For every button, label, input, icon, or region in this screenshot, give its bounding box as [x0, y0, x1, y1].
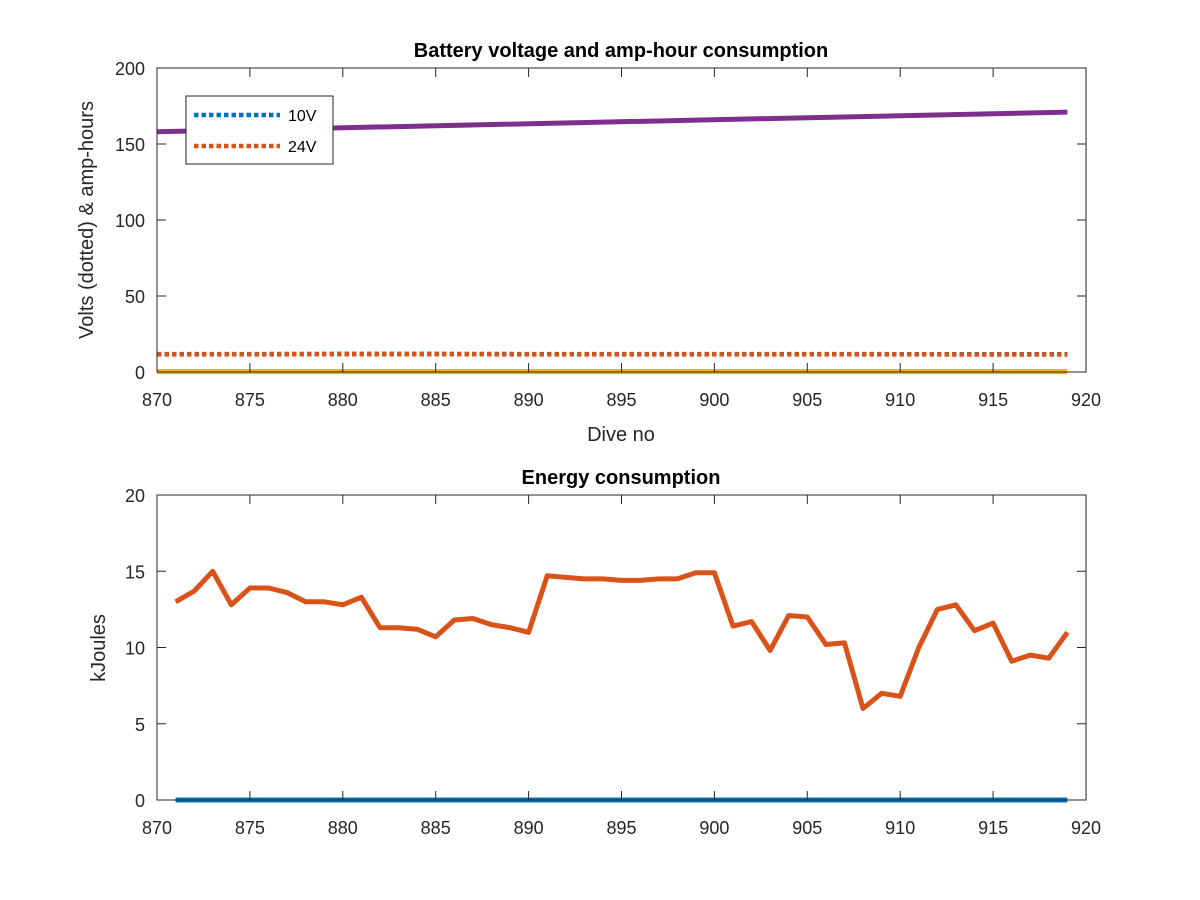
x-tick-label-top: 875: [235, 390, 265, 410]
x-tick-label-top: 870: [142, 390, 172, 410]
x-tick-label-top: 885: [421, 390, 451, 410]
y-tick-label-top: 100: [115, 211, 145, 231]
x-tick-label-bottom: 870: [142, 818, 172, 838]
y-tick-label-top: 200: [115, 59, 145, 79]
y-tick-label-bottom: 15: [125, 562, 145, 582]
y-tick-label-bottom: 0: [135, 791, 145, 811]
x-tick-label-bottom: 880: [328, 818, 358, 838]
x-tick-label-bottom: 900: [699, 818, 729, 838]
ticks-top: 870 875 880 885 890 895 900 905 910 915 920 0 50 100 1…: [115, 59, 1101, 410]
x-tick-label-bottom: 895: [606, 818, 636, 838]
axes-energy: 870 875 880 885 890 895 900 905 910 915 920 0 5 10 15 2…: [88, 467, 1101, 838]
axes-voltage-amp-hours: 870 875 880 885 890 895 900 905 910 915 920 0 50 100 1…: [76, 40, 1101, 446]
x-axis-label-top: Dive no: [587, 424, 655, 446]
x-tick-label-top: 895: [606, 390, 636, 410]
y-tick-label-top: 150: [115, 135, 145, 155]
legend-label-24v: 24V: [288, 139, 317, 156]
axes-box-bottom: [156, 494, 1087, 801]
legend-box: [185, 95, 334, 165]
ticks-bottom: 870 875 880 885 890 895 900 905 910 915 920 0 5 10 15 2…: [125, 486, 1101, 838]
x-tick-label-bottom: 885: [421, 818, 451, 838]
x-tick-label-bottom: 920: [1071, 818, 1101, 838]
series-line-1-bottom: [174, 568, 1070, 711]
legend-label-10v: 10V: [288, 108, 317, 125]
x-tick-label-top: 915: [978, 390, 1008, 410]
x-tick-label-bottom: 905: [792, 818, 822, 838]
x-tick-label-top: 920: [1071, 390, 1101, 410]
x-tick-label-bottom: 890: [514, 818, 544, 838]
y-tick-label-bottom: 10: [125, 639, 145, 659]
y-tick-label-bottom: 5: [135, 715, 145, 735]
x-tick-label-bottom: 910: [885, 818, 915, 838]
y-tick-label-top: 0: [135, 363, 145, 383]
x-tick-label-top: 905: [792, 390, 822, 410]
x-tick-label-top: 890: [514, 390, 544, 410]
x-tick-label-top: 910: [885, 390, 915, 410]
y-tick-label-bottom: 20: [125, 486, 145, 506]
y-axis-label-bottom: kJoules: [88, 614, 110, 682]
legend: 10V 24V: [185, 95, 334, 165]
x-tick-label-bottom: 875: [235, 818, 265, 838]
x-tick-label-top: 900: [699, 390, 729, 410]
x-tick-label-top: 880: [328, 390, 358, 410]
chart-title-top: Battery voltage and amp-hour consumption: [414, 40, 828, 62]
y-tick-label-top: 50: [125, 287, 145, 307]
x-tick-label-bottom: 915: [978, 818, 1008, 838]
chart-title-bottom: Energy consumption: [522, 467, 721, 489]
plot-lines-bottom: [174, 568, 1070, 803]
y-axis-label-top: Volts (dotted) & amp-hours: [76, 101, 98, 339]
